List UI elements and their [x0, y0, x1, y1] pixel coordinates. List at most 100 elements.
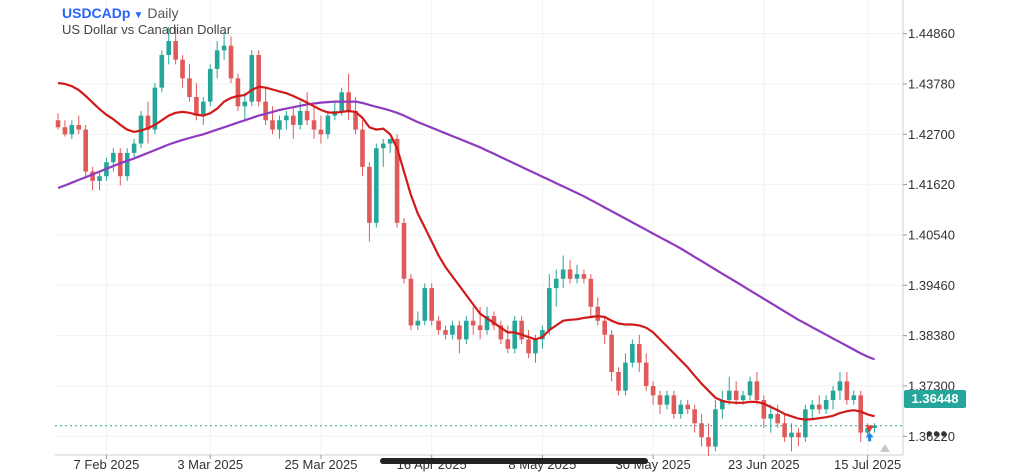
candle-body: [643, 362, 649, 387]
candle: [380, 138, 386, 167]
candle: [484, 306, 490, 335]
candle-body: [713, 409, 718, 447]
candle: [470, 306, 476, 335]
x-tick-label: 23 Jun 2025: [728, 457, 800, 472]
candle-body: [173, 41, 178, 60]
y-tick-label: 1.36220: [908, 429, 955, 444]
candle: [782, 413, 787, 442]
candle: [761, 395, 767, 428]
candle-body: [782, 423, 787, 438]
candle-body: [706, 437, 711, 447]
candle-body: [422, 288, 428, 321]
candle-body: [83, 129, 88, 172]
candle: [415, 311, 421, 331]
candle: [166, 27, 172, 65]
candle-body: [297, 110, 303, 125]
candle-body: [470, 320, 476, 326]
candle: [62, 120, 68, 137]
horizontal-scrollbar[interactable]: [380, 458, 648, 464]
candle-body: [803, 409, 808, 438]
candle: [671, 390, 677, 419]
candle-body: [796, 432, 801, 438]
candle: [512, 316, 518, 354]
candle: [560, 255, 566, 289]
candle-body: [678, 404, 684, 414]
candle: [789, 423, 794, 452]
candle-body: [657, 395, 663, 405]
y-tick-label: 1.38380: [908, 328, 955, 343]
candle-body: [519, 320, 524, 340]
scroll-to-end-icon[interactable]: [880, 444, 890, 452]
candle: [699, 413, 704, 447]
candle-body: [408, 278, 414, 326]
candle-body: [740, 395, 746, 400]
candle-body: [574, 274, 580, 279]
candle-body: [394, 138, 400, 223]
chart-header[interactable]: USDCADp ▼ Daily: [62, 5, 178, 24]
candle: [311, 106, 317, 139]
candle: [616, 367, 621, 396]
symbol-label[interactable]: USDCADp: [62, 5, 131, 21]
instrument-description: US Dollar vs Canadian Dollar: [62, 22, 232, 37]
candle: [851, 390, 857, 405]
candle-body: [256, 55, 261, 102]
candle-body: [623, 362, 628, 391]
candle-body: [816, 404, 822, 410]
candle: [747, 376, 753, 400]
x-tick-label: 15 Jul 2025: [834, 457, 901, 472]
candle-body: [505, 339, 511, 349]
candle: [401, 218, 407, 284]
candle: [657, 390, 663, 414]
candle-body: [111, 152, 116, 163]
candle: [263, 87, 268, 125]
candle-body: [865, 427, 870, 433]
candle-body: [284, 115, 289, 121]
candle: [754, 372, 760, 405]
candlestick-series: [55, 27, 877, 456]
candle: [636, 334, 642, 373]
price-axis[interactable]: 1.44860 1.43780 1.42700 1.41620 1.40540 1.394…: [903, 26, 955, 444]
candle: [290, 106, 296, 139]
candle-body: [180, 59, 185, 79]
moving-average-fast: [57, 81, 875, 421]
candle: [90, 166, 95, 191]
candle-body: [747, 381, 753, 396]
timeframe-label[interactable]: Daily: [147, 5, 179, 21]
candle-body: [789, 432, 794, 438]
candle: [588, 274, 594, 317]
candle: [768, 404, 774, 433]
candle-body: [235, 78, 241, 107]
candle: [242, 92, 248, 121]
candle-body: [830, 390, 836, 400]
moving-average-slow: [57, 100, 876, 361]
candle: [173, 27, 178, 65]
candle: [858, 390, 864, 442]
candle-body: [775, 413, 780, 424]
candle: [353, 96, 358, 135]
candle: [609, 330, 614, 382]
candle: [284, 110, 289, 130]
candle: [844, 372, 850, 405]
candle-body: [374, 148, 379, 223]
candle: [201, 96, 206, 125]
candle-body: [367, 166, 372, 223]
candle: [491, 311, 497, 331]
y-tick-label: 1.39460: [908, 278, 955, 293]
candle-body: [277, 120, 282, 130]
candle: [214, 41, 220, 79]
more-options-icon[interactable]: •••: [926, 424, 948, 444]
candle-body: [152, 87, 158, 130]
candle: [602, 316, 607, 345]
chevron-down-icon[interactable]: ▼: [133, 10, 144, 21]
candle: [346, 73, 351, 121]
candle-body: [450, 325, 455, 335]
candle: [228, 36, 234, 83]
candle-body: [311, 120, 317, 130]
candle-body: [733, 390, 739, 400]
candle: [720, 390, 725, 419]
candle-body: [69, 124, 75, 135]
candle-body: [76, 124, 82, 130]
buy-arrow-icon: [865, 432, 874, 442]
candle-body: [595, 306, 601, 321]
